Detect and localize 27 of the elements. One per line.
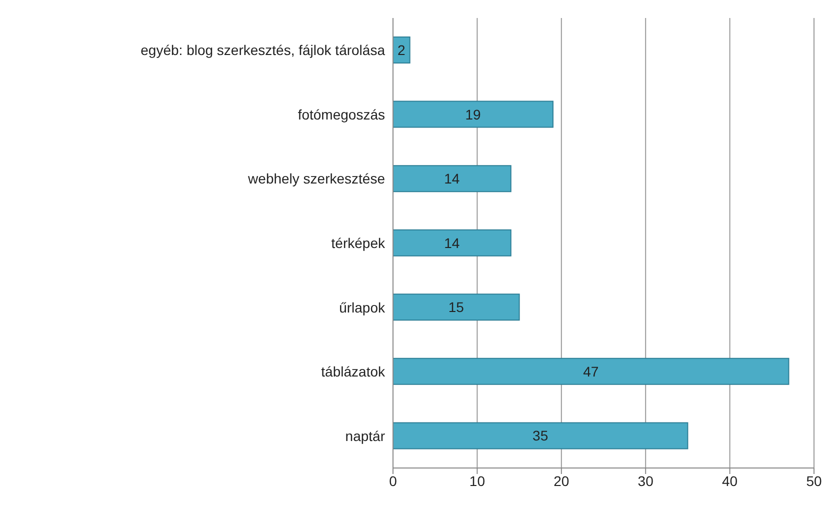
data-label: 19 (465, 106, 481, 122)
data-label: 15 (448, 299, 464, 316)
x-tick-label: 40 (722, 472, 738, 489)
data-label: 14 (444, 234, 460, 251)
x-tick-label: 20 (554, 472, 570, 489)
bar (393, 100, 554, 128)
data-label: 35 (532, 428, 548, 444)
bar (393, 294, 520, 321)
data-label: 14 (444, 170, 460, 187)
x-tick-label: 50 (806, 472, 822, 489)
data-label: 47 (583, 363, 599, 380)
bar (393, 422, 688, 450)
y-tick-label: webhely szerkesztése (247, 170, 386, 187)
data-label: 2 (398, 42, 406, 58)
bar (393, 36, 410, 64)
bar (393, 358, 790, 385)
y-tick-label: térképek (331, 234, 386, 251)
y-tick-label: fotómegoszás (298, 106, 385, 122)
y-tick-label: egyéb: blog szerkesztés, fájlok tárolása (140, 42, 386, 58)
bar (393, 229, 512, 256)
bar (393, 165, 512, 192)
x-tick-label: 10 (469, 472, 486, 489)
y-tick-label: táblázatok (321, 364, 386, 380)
x-tick-label: 0 (389, 472, 398, 489)
y-tick-label: naptár (345, 428, 386, 444)
y-tick-label: űrlapok (339, 299, 386, 316)
x-tick-label: 30 (638, 472, 654, 489)
